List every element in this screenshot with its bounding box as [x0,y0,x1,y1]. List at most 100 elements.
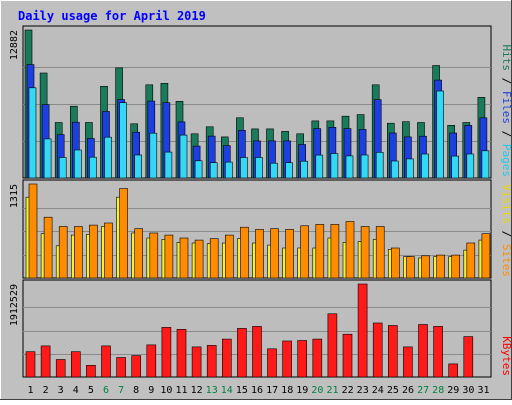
bar-sites-day-10 [164,234,174,279]
bar-kbytes-day-23 [357,283,368,378]
bar-kbytes-day-24 [372,322,383,378]
bar-pages-day-25 [390,160,399,179]
bar-sites-day-31 [481,233,491,279]
day-label-5: 5 [88,385,94,396]
bar-kbytes-day-28 [433,326,443,378]
day-label-13: 13 [206,385,218,396]
day-axis-labels: 1 2 3 4 5 6 7 8 9 10 11 12 13 14 15 16 17 18 19 20 21 22 23 24 2… [27,385,489,396]
bar-kbytes-day-29 [448,363,459,378]
legend-label: Visits / Sites [500,184,512,277]
bar-pages-day-14 [225,161,233,179]
bar-kbytes-day-1 [25,351,36,378]
bar-pages-day-8 [134,154,142,179]
day-label-7: 7 [118,385,124,396]
bar-sites-day-4 [74,226,83,279]
bar-kbytes-day-5 [86,364,96,378]
bar-pages-day-5 [89,156,97,179]
bar-pages-day-26 [406,158,414,179]
bar-pages-day-20 [315,154,324,179]
legend-files: Files [500,91,512,124]
day-label-4: 4 [73,385,79,396]
bar-sites-day-21 [330,224,340,279]
bar-sites-day-25 [390,247,400,279]
day-label-12: 12 [191,385,203,396]
bar-sites-day-17 [270,228,279,279]
legend-separator: / [500,71,512,91]
bar-pages-day-3 [58,157,67,179]
day-label-9: 9 [148,385,154,396]
legend-label: KBytes [500,336,512,376]
bar-pages-day-28 [436,90,444,179]
bar-sites-day-18 [285,229,294,279]
bar-kbytes-day-15 [237,328,247,378]
bar-kbytes-day-13 [206,345,217,378]
bar-sites-day-7 [119,188,128,279]
bar-sites-day-30 [466,242,476,279]
bar-pages-day-16 [255,157,263,179]
panel-hits-files-pages: 12882 Hits / Files / Pages [9,25,512,179]
day-label-29: 29 [447,385,459,396]
bar-sites-day-6 [104,222,113,279]
legend-separator: / [500,224,512,244]
bar-kbytes-day-9 [146,344,157,378]
bar-pages-day-17 [270,162,278,179]
day-label-16: 16 [251,385,263,396]
bar-kbytes-day-16 [252,326,262,378]
chart-title: Daily usage for April 2019 [18,9,206,23]
day-label-19: 19 [296,385,308,396]
day-label-20: 20 [311,385,323,396]
bar-kbytes-day-26 [403,346,413,378]
bar-pages-day-9 [149,132,158,179]
bar-sites-day-13 [209,238,219,279]
day-label-2: 2 [43,385,49,396]
day-label-11: 11 [175,385,187,396]
day-label-31: 31 [477,385,489,396]
bar-pages-day-7 [119,102,127,179]
bar-sites-day-12 [194,239,204,279]
bar-sites-day-9 [149,232,159,279]
day-label-6: 6 [103,385,109,396]
bar-sites-day-2 [43,216,53,279]
bar-pages-day-24 [375,152,384,179]
y-axis-max-label: 1315 [9,184,20,208]
bar-pages-day-4 [74,149,82,179]
bar-sites-day-14 [225,234,234,279]
bar-sites-day-27 [421,255,430,279]
bar-sites-day-3 [58,226,68,279]
y-axis-max-label: 12882 [9,30,20,60]
bar-pages-day-11 [179,134,188,179]
legend-pages: Pages [500,144,512,177]
bar-pages-day-13 [209,162,218,179]
bar-sites-day-19 [300,225,310,279]
day-label-30: 30 [462,385,474,396]
y-axis-max-label: 1912529 [9,284,20,326]
day-label-28: 28 [432,385,444,396]
bar-kbytes-day-21 [327,313,338,378]
bar-pages-day-21 [330,153,339,179]
bar-pages-day-23 [360,154,369,179]
bar-sites-day-5 [89,224,98,279]
bar-sites-day-11 [179,237,189,279]
bar-pages-day-10 [164,151,173,179]
bar-kbytes-day-8 [131,355,141,378]
bar-sites-day-8 [134,228,143,279]
bar-sites-day-20 [315,224,325,279]
day-label-15: 15 [236,385,248,396]
legend-label: Hits / Files / Pages [500,45,512,178]
bar-kbytes-day-27 [418,324,428,378]
bar-pages-day-12 [194,160,203,179]
bar-sites-day-26 [406,256,415,279]
legend-separator: / [500,124,512,144]
bar-pages-day-22 [345,155,354,179]
bar-sites-day-1 [28,183,38,279]
bar-kbytes-day-22 [342,333,353,378]
bar-kbytes-day-6 [101,345,111,378]
bar-pages-day-30 [466,153,475,179]
legend-sites: Sites [500,244,512,277]
bar-sites-day-24 [375,226,385,279]
bar-sites-day-29 [451,254,461,279]
legend-hits: Hits [500,45,512,72]
bar-kbytes-day-17 [267,348,277,378]
bar-kbytes-day-14 [222,338,232,378]
